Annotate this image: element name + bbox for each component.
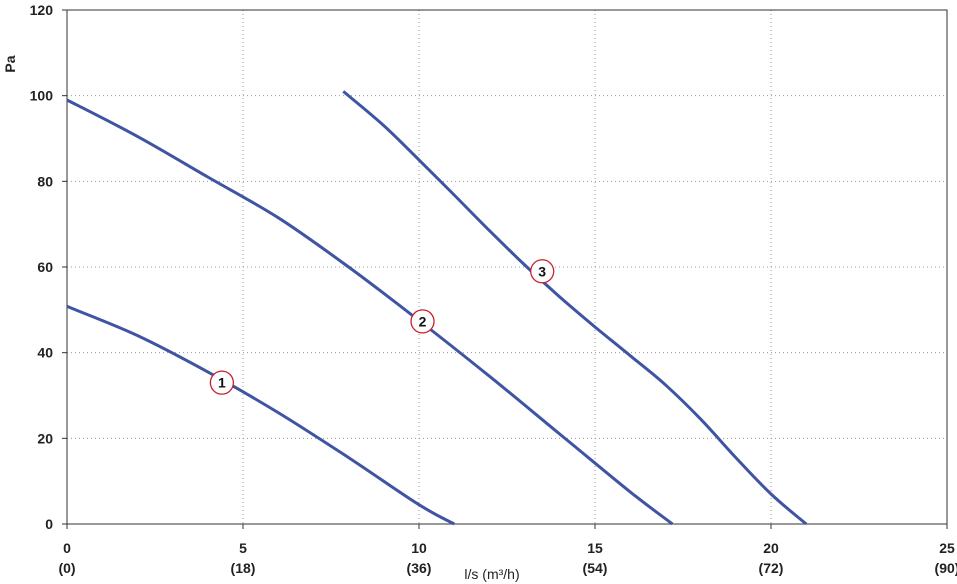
series-marker-1 <box>209 370 235 395</box>
x-tick-sublabel: (18) <box>231 560 256 576</box>
series-marker-label-3: 3 <box>538 263 546 279</box>
series-line-3 <box>342 90 808 526</box>
y-axis-ticks: 0 20 40 60 80 100 120 <box>30 2 67 532</box>
series-marker-2 <box>410 309 435 334</box>
y-tick-label: 60 <box>37 259 53 275</box>
y-tick-label: 100 <box>30 88 54 104</box>
series-line-1 <box>66 305 455 526</box>
x-axis-ticks: 0 (0) 5 (18) 10 (36) 15 (54) 20 (72) 25 (90) <box>58 524 957 576</box>
x-tick-label: 15 <box>587 540 603 556</box>
y-tick-label: 120 <box>30 2 54 18</box>
series-marker-label-1: 1 <box>218 375 226 391</box>
x-tick-sublabel: (0) <box>58 560 75 576</box>
x-axis-label: l/s (m³/h) <box>464 566 519 582</box>
x-tick-label: 0 <box>63 540 71 556</box>
x-tick-label: 25 <box>939 540 955 556</box>
y-tick-label: 20 <box>37 430 53 446</box>
x-tick-label: 20 <box>763 540 779 556</box>
x-tick-label: 5 <box>239 540 247 556</box>
series-lines <box>66 90 808 526</box>
x-tick-sublabel: (54) <box>583 560 608 576</box>
y-tick-label: 40 <box>37 345 53 361</box>
series-markers: 1 2 3 <box>209 259 555 395</box>
x-tick-label: 10 <box>411 540 427 556</box>
x-tick-sublabel: (90) <box>935 560 957 576</box>
y-tick-label: 80 <box>37 173 53 189</box>
y-tick-label: 0 <box>45 516 53 532</box>
series-marker-3 <box>530 259 555 284</box>
x-tick-sublabel: (72) <box>759 560 784 576</box>
series-line-2 <box>66 98 674 526</box>
grid-lines <box>67 10 947 524</box>
x-tick-sublabel: (36) <box>407 560 432 576</box>
series-marker-label-2: 2 <box>419 313 427 329</box>
y-axis-label: Pa <box>2 55 18 72</box>
